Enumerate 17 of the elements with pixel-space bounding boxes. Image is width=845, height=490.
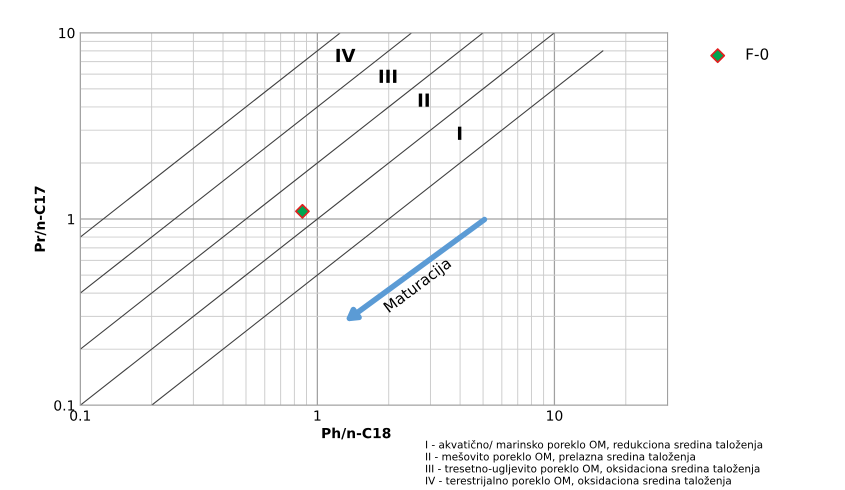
text: IV - terestrijalno poreklo OM, oksidaciona sredina taloženja bbox=[426, 476, 731, 487]
y-tick-label: 0.1 bbox=[54, 400, 74, 411]
annotation: I bbox=[458, 126, 462, 140]
y-tick-label: 10 bbox=[59, 28, 74, 38]
legend-label: F-0 bbox=[746, 48, 768, 60]
x-axis-title: Ph/n-C18 bbox=[322, 428, 391, 440]
annotation: IV bbox=[336, 48, 356, 62]
text: II - mešovito poreklo OM, prelazna sredina taloženja bbox=[426, 452, 695, 463]
annotation: II bbox=[418, 94, 429, 107]
x-tick-label: 10 bbox=[547, 410, 562, 421]
text: III - tresetno-ugljevito poreklo OM, oksidaciona sredina taloženja bbox=[426, 464, 760, 475]
text: I - akvatično/ marinsko poreklo OM, redukciona sredina taloženja bbox=[426, 440, 762, 451]
x-tick-label: 0.1 bbox=[70, 410, 90, 421]
y-axis-title: Pr/n-C17 bbox=[34, 186, 46, 252]
annotation: III bbox=[380, 70, 396, 83]
x-tick-label: 1 bbox=[314, 410, 320, 421]
y-tick-label: 1 bbox=[68, 214, 74, 224]
